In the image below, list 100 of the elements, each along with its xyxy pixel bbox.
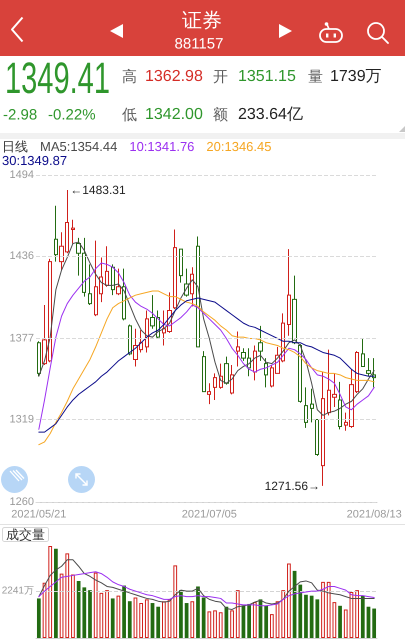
bar <box>54 548 58 638</box>
bar <box>76 580 80 638</box>
bar <box>338 606 342 638</box>
bar <box>196 586 200 638</box>
candlestick <box>190 266 194 307</box>
bar <box>110 598 115 638</box>
bar <box>156 606 160 638</box>
candlestick <box>122 268 126 321</box>
candlestick <box>202 350 206 392</box>
bar <box>292 570 296 638</box>
y-tick-label: 1377 <box>10 332 34 344</box>
candlestick <box>179 248 183 284</box>
candlestick <box>213 372 217 400</box>
text: 233.64亿 <box>238 106 303 123</box>
candlestick <box>230 364 234 395</box>
candlestick <box>54 205 58 262</box>
candlestick <box>196 236 200 348</box>
candlestick <box>258 325 263 362</box>
text: 量 <box>308 68 323 86</box>
candlestick <box>184 268 189 298</box>
bar <box>42 582 46 638</box>
ref-line-label: 2241万 <box>2 586 34 597</box>
bar <box>236 590 240 638</box>
text: 30:1349.87 <box>2 153 68 168</box>
candlestick <box>145 310 149 353</box>
candlestick <box>253 344 257 381</box>
text: 1349.41 <box>5 54 110 103</box>
bar <box>281 590 286 638</box>
y-tick-label: 1319 <box>10 414 34 426</box>
text: -0.22% <box>48 106 96 124</box>
candlestick <box>71 219 75 244</box>
bar <box>372 608 376 638</box>
legend-title: 日线 <box>2 139 28 154</box>
bar <box>105 590 109 638</box>
bar <box>230 610 234 638</box>
candlestick <box>224 356 229 386</box>
bar <box>332 602 336 638</box>
candlestick <box>321 372 325 486</box>
candlestick <box>207 382 211 405</box>
candlestick <box>236 331 240 367</box>
bar <box>287 563 291 638</box>
bar <box>326 582 331 638</box>
bar <box>258 599 262 638</box>
candlestick <box>105 246 109 288</box>
bar <box>207 611 212 638</box>
text: 881157 <box>174 36 224 52</box>
text: 开 <box>213 68 228 86</box>
bar <box>276 601 280 638</box>
candlestick <box>128 324 132 356</box>
text: 低 <box>122 106 137 124</box>
candlestick <box>292 275 297 345</box>
text: MA5:1354.44 <box>40 139 118 154</box>
text: 1739万 <box>330 68 382 85</box>
text: 1342.00 <box>145 106 203 123</box>
candlestick <box>88 264 92 306</box>
bar <box>304 594 308 638</box>
bar <box>315 599 320 638</box>
x-tick-label: 2021/07/05 <box>182 508 237 520</box>
annotation: 1271.56→ <box>264 478 320 493</box>
bar <box>48 546 52 638</box>
chart-title: 成交量 <box>6 527 45 542</box>
bar <box>71 574 75 638</box>
bar <box>298 584 302 638</box>
bar <box>321 582 325 638</box>
text: 10:1341.76 <box>129 139 194 154</box>
bar <box>122 586 126 638</box>
x-tick-label: 2021/08/13 <box>346 508 402 520</box>
x-tick-label: 2021/05/21 <box>11 508 66 520</box>
text: 1362.98 <box>145 68 203 85</box>
candlestick <box>116 268 121 296</box>
candlestick <box>366 358 371 377</box>
bar <box>60 574 64 638</box>
candlestick <box>304 386 308 428</box>
y-tick-label: 1260 <box>10 496 34 508</box>
candlestick <box>361 338 365 367</box>
bar <box>264 606 268 638</box>
bar <box>36 598 41 638</box>
candlestick <box>310 388 314 423</box>
bar <box>128 601 132 638</box>
bar <box>82 587 86 638</box>
bar <box>190 601 194 638</box>
line-series <box>38 242 375 416</box>
candlestick <box>173 229 177 310</box>
candlestick <box>298 344 302 404</box>
bar <box>88 590 92 638</box>
candlestick <box>287 248 291 336</box>
bar <box>116 596 120 638</box>
bar <box>134 598 138 638</box>
bar <box>150 603 154 638</box>
bar <box>218 612 223 638</box>
bar <box>360 596 365 638</box>
text: 高 <box>122 68 137 86</box>
y-tick-label: 1436 <box>10 250 34 262</box>
bar <box>173 565 178 638</box>
candlestick <box>111 264 115 296</box>
bar <box>139 603 144 638</box>
bar <box>270 614 274 638</box>
candlestick <box>315 419 319 456</box>
candlestick <box>219 363 223 390</box>
bar <box>99 592 104 638</box>
